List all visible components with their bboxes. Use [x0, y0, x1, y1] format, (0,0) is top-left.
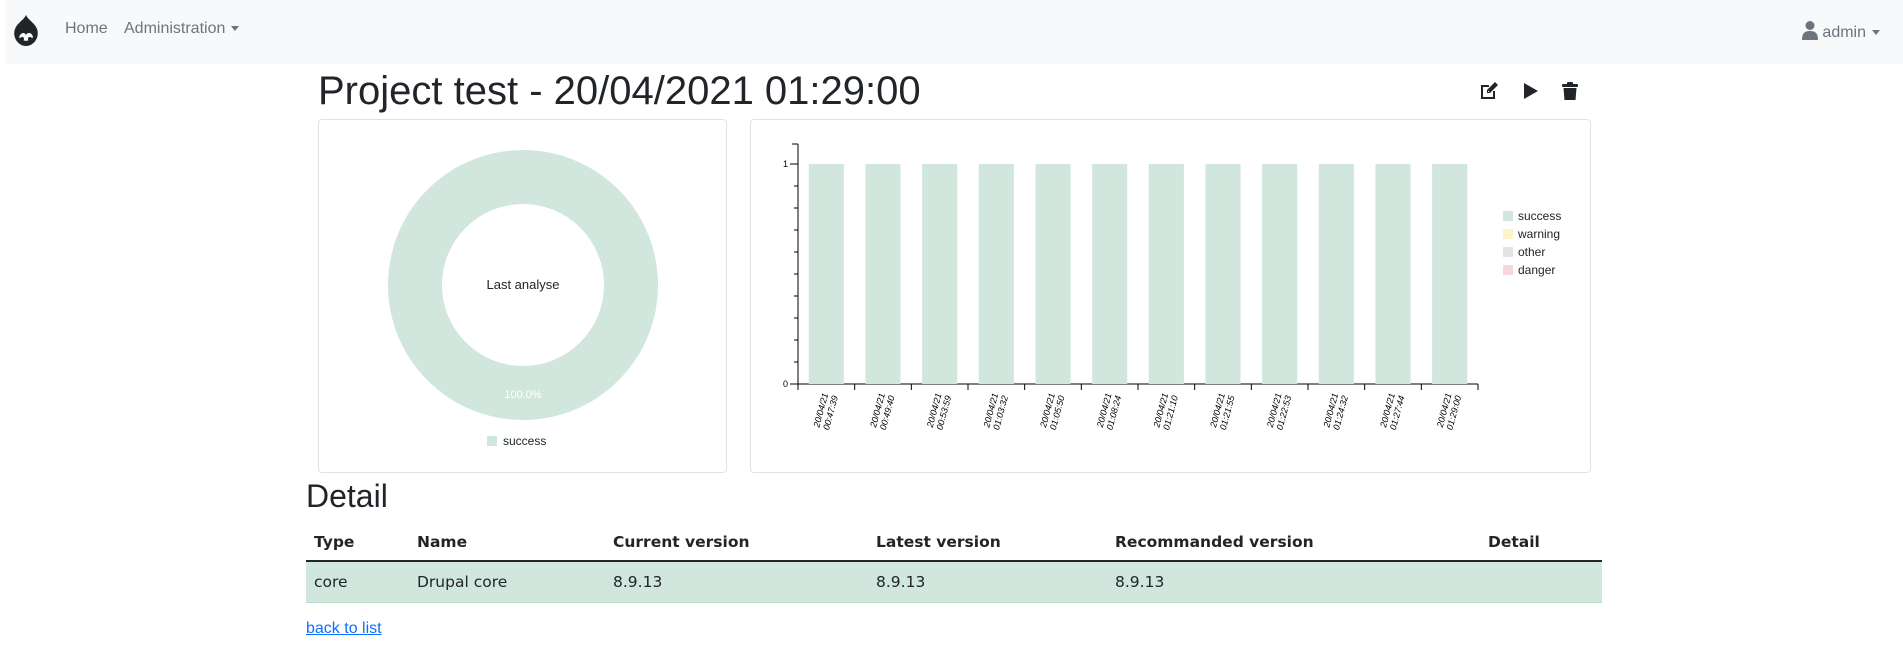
x-tick-label: 20/04/2101:03:32	[981, 392, 1010, 432]
cell-recommanded-version: 8.9.13	[1107, 561, 1480, 603]
bar-success	[1318, 164, 1354, 384]
column-header-type: Type	[306, 524, 409, 562]
x-tick-label: 20/04/2101:27:44	[1378, 392, 1407, 432]
top-navbar: Home Administration admin	[6, 0, 1903, 64]
legend-swatch-danger	[1503, 265, 1513, 275]
donut-center-label: Last analyse	[487, 277, 560, 292]
legend-swatch-other	[1503, 247, 1513, 257]
trash-icon[interactable]	[1559, 80, 1581, 102]
bar-success	[978, 164, 1014, 384]
table-row: core Drupal core 8.9.13 8.9.13 8.9.13	[306, 561, 1602, 603]
nav-administration-label: Administration	[124, 20, 226, 37]
user-icon	[1802, 21, 1819, 40]
detail-table: Type Name Current version Latest version…	[306, 524, 1602, 603]
column-header-name: Name	[409, 524, 605, 562]
bar-success	[1375, 164, 1411, 384]
bar-success	[1432, 164, 1468, 384]
legend-swatch-success	[487, 436, 497, 446]
edit-icon[interactable]	[1478, 80, 1500, 102]
column-header-detail: Detail	[1480, 524, 1602, 562]
x-tick-label: 20/04/2101:21:55	[1208, 391, 1237, 432]
bar-success	[808, 164, 844, 384]
cell-detail	[1480, 561, 1602, 603]
chevron-down-icon	[231, 26, 240, 32]
user-menu-dropdown[interactable]: admin	[1802, 20, 1880, 42]
x-tick-label: 20/04/2101:24:32	[1321, 392, 1350, 432]
bar-success	[1262, 164, 1298, 384]
x-tick-label: 20/04/2101:29:00	[1435, 392, 1464, 432]
table-header-row: Type Name Current version Latest version…	[306, 524, 1602, 562]
nav-home-link[interactable]: Home	[65, 20, 108, 37]
nav-administration-dropdown[interactable]: Administration	[124, 20, 240, 38]
bar-success	[1092, 164, 1128, 384]
cell-type: core	[306, 561, 409, 603]
bar-chart: 0 1 20/04/2100:47:39 20/04/2100:49:40 20/04/…	[783, 143, 1561, 432]
legend-label-warning: warning	[1517, 227, 1560, 241]
x-tick-label: 20/04/2100:53:59	[925, 392, 954, 432]
x-tick-label: 20/04/2100:49:40	[868, 392, 897, 432]
donut-percent-label: 100.0%	[504, 389, 542, 401]
legend-label-other: other	[1518, 245, 1545, 259]
cell-latest-version: 8.9.13	[868, 561, 1107, 603]
cell-current-version: 8.9.13	[605, 561, 868, 603]
play-icon[interactable]	[1519, 80, 1541, 102]
donut-legend-label: success	[503, 434, 546, 448]
drupal-logo-icon[interactable]	[8, 13, 44, 49]
donut-slice-success	[388, 150, 658, 420]
donut-chart: Last analyse 100.0% success	[388, 150, 658, 448]
chevron-down-icon	[1872, 30, 1880, 36]
x-tick-label: 20/04/2101:05:50	[1038, 392, 1067, 432]
y-tick-label: 1	[783, 159, 788, 169]
x-tick-label: 20/04/2101:21:10	[1151, 392, 1180, 432]
bar-success	[1148, 164, 1184, 384]
bar-success	[865, 164, 901, 384]
column-header-latest-version: Latest version	[868, 524, 1107, 562]
bar-success	[1035, 164, 1071, 384]
legend-swatch-warning	[1503, 229, 1513, 239]
column-header-current-version: Current version	[605, 524, 868, 562]
y-tick-label: 0	[783, 379, 788, 389]
detail-heading: Detail	[306, 478, 388, 514]
page-title: Project test - 20/04/2021 01:29:00	[318, 69, 921, 113]
legend-label-success: success	[1518, 209, 1561, 223]
cell-name: Drupal core	[409, 561, 605, 603]
donut-chart-card: Last analyse 100.0% success	[318, 119, 727, 473]
legend-swatch-success	[1503, 211, 1513, 221]
x-tick-label: 20/04/2100:47:39	[811, 392, 840, 432]
bar-chart-card: 0 1 20/04/2100:47:39 20/04/2100:49:40 20/04/…	[750, 119, 1591, 473]
legend-label-danger: danger	[1518, 263, 1555, 277]
bar-success	[922, 164, 958, 384]
bar-success	[1205, 164, 1241, 384]
column-header-recommanded-version: Recommanded version	[1107, 524, 1480, 562]
x-tick-label: 20/04/2101:08:24	[1095, 392, 1124, 432]
back-to-list-link[interactable]: back to list	[306, 620, 382, 637]
user-name: admin	[1822, 24, 1866, 41]
x-tick-label: 20/04/2101:22:53	[1265, 392, 1294, 432]
